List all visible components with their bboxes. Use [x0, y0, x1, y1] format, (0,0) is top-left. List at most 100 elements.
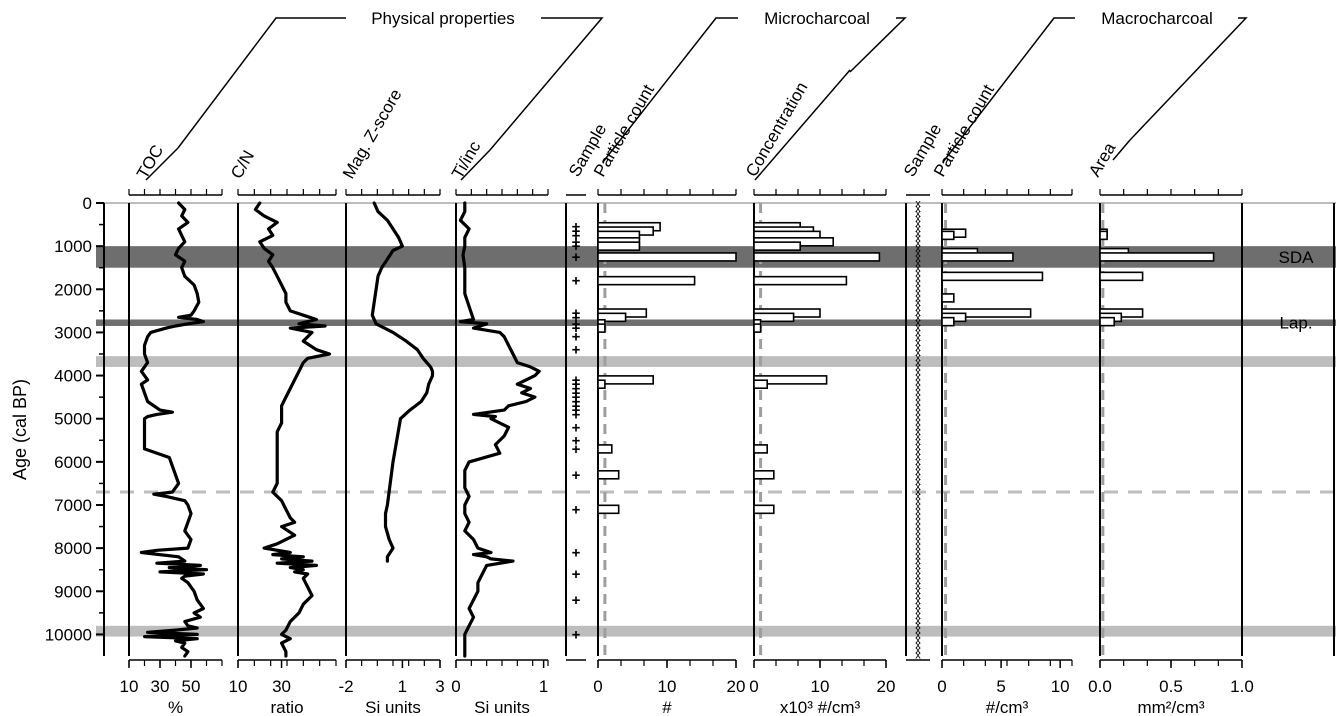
x-unit-label: mm²/cm³	[1137, 698, 1204, 716]
group-bracket-left-1	[602, 17, 738, 163]
x-unit-label: #/cm³	[986, 698, 1029, 716]
x-tick-label: 3	[435, 677, 444, 696]
sample-marker: x	[915, 347, 921, 359]
bar	[597, 275, 696, 286]
series-line-toc	[139, 201, 209, 658]
sample-marker: x	[915, 649, 921, 661]
sample-marker: +	[572, 219, 581, 236]
sample-marker: x	[915, 436, 921, 448]
sample-marker: x	[915, 511, 921, 523]
x-unit-label: x10³ #/cm³	[780, 698, 861, 716]
sample-marker: +	[572, 342, 581, 359]
sample-marker: x	[915, 560, 921, 572]
bar	[753, 379, 768, 390]
sample-marker: x	[915, 317, 921, 329]
sample-marker: +	[572, 626, 581, 643]
x-tick-label: -2	[338, 677, 353, 696]
sample-marker: x	[915, 501, 921, 513]
sample-marker: x	[915, 491, 921, 503]
track-header-1: C/N	[227, 147, 258, 182]
x-tick-label: 0	[749, 677, 758, 696]
sample-marker: x	[915, 625, 921, 637]
group-bracket-right-1	[849, 17, 907, 73]
sample-marker: x	[915, 451, 921, 463]
bar	[597, 241, 641, 251]
x-tick-label: 1	[539, 677, 548, 696]
sample-marker: +	[572, 501, 581, 518]
sample-marker: x	[915, 446, 921, 458]
age-tick-label: 8000	[54, 539, 92, 558]
sample-marker: +	[572, 406, 581, 423]
x-tick-label: 5	[996, 677, 1005, 696]
age-tick-label: 9000	[54, 582, 92, 601]
sample-marker: x	[915, 471, 921, 483]
track-9: 0.0 0.5 1.0 mm²/cm³	[1088, 189, 1254, 716]
group-bracket-right-0	[489, 17, 604, 151]
sample-marker: +	[572, 329, 581, 346]
bar	[941, 230, 955, 241]
x-tick-label: 1.0	[1230, 677, 1254, 696]
sample-marker: +	[572, 419, 581, 436]
sample-marker: +	[572, 393, 581, 410]
bar	[1099, 230, 1108, 241]
group-bracket-left-0	[177, 17, 346, 149]
header-leader-3	[460, 149, 491, 181]
x-tick-label: 0	[451, 677, 460, 696]
bar	[753, 252, 881, 262]
sample-marker: x	[915, 416, 921, 428]
track-1: 10 30 ratio	[229, 189, 337, 716]
header-leader-0	[145, 147, 179, 181]
sample-marker: x	[915, 506, 921, 518]
sample-marker: +	[572, 376, 581, 393]
x-tick-label: 30	[272, 677, 291, 696]
x-tick-label: 0	[593, 677, 602, 696]
sample-marker: x	[915, 307, 921, 319]
sample-marker: x	[915, 600, 921, 612]
bar	[941, 271, 1044, 282]
sample-marker: x	[915, 426, 921, 438]
sample-marker: x	[915, 218, 921, 230]
x-tick-label: 1	[398, 677, 407, 696]
sample-marker: +	[572, 544, 581, 561]
sample-marker: +	[572, 467, 581, 484]
sample-marker: +	[572, 320, 581, 337]
sample-marker: x	[915, 401, 921, 413]
sample-marker: x	[915, 486, 921, 498]
sample-marker: x	[915, 640, 921, 652]
sample-marker: x	[915, 525, 921, 537]
age-tick-label: 3000	[54, 323, 92, 342]
track-8: 0 5 10 #/cm³	[937, 189, 1073, 716]
group-label-2: Macrocharcoal	[1101, 9, 1213, 28]
sample-marker: x	[915, 277, 921, 289]
sample-marker: +	[572, 273, 581, 290]
track-4: +++++++++++++++++++++++++++++++	[565, 194, 586, 661]
x-tick-label: 10	[120, 677, 139, 696]
sample-marker: x	[915, 297, 921, 309]
age-tick-label: 1000	[54, 237, 92, 256]
age-tick-label: 6000	[54, 453, 92, 472]
sample-marker: x	[915, 362, 921, 374]
sample-marker: x	[915, 213, 921, 225]
sample-marker: +	[572, 389, 581, 406]
sample-marker: x	[915, 243, 921, 255]
sample-marker: x	[915, 377, 921, 389]
sample-marker: x	[915, 535, 921, 547]
bar	[753, 241, 802, 251]
series-line-magzscore	[370, 201, 435, 563]
sample-marker: x	[915, 396, 921, 408]
sample-marker: x	[915, 545, 921, 557]
track-0: 10 30 50%	[120, 189, 223, 716]
sample-marker: x	[915, 322, 921, 334]
sample-marker: x	[915, 382, 921, 394]
sample-marker: x	[915, 635, 921, 647]
bar	[941, 252, 1014, 262]
bar	[753, 312, 795, 323]
sample-marker: x	[915, 208, 921, 220]
sample-marker: +	[572, 381, 581, 398]
header-leader-9	[1112, 139, 1131, 161]
sample-marker: +	[572, 234, 581, 251]
sample-marker: x	[915, 610, 921, 622]
sample-marker: +	[572, 227, 581, 244]
